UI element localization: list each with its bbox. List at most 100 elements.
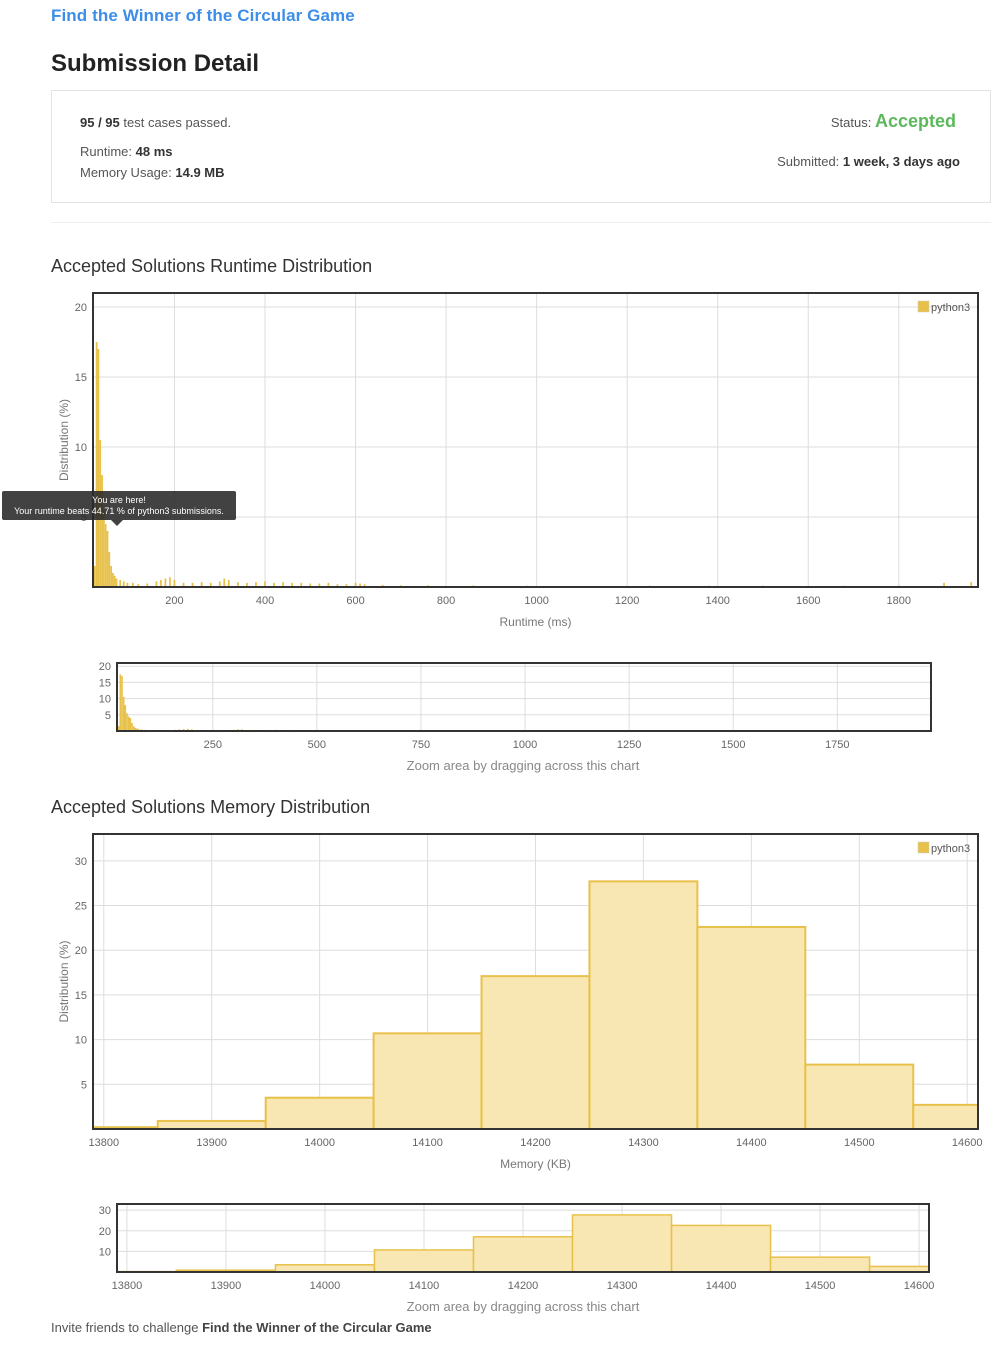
runtime-zoom-svg[interactable]: 250 500 750 1000 1250 1500 1750 5 10 15 20: [0, 655, 999, 755]
problem-title-link[interactable]: Find the Winner of the Circular Game: [51, 6, 355, 25]
runtime-bar: [115, 578, 118, 587]
runtime-bar: [117, 726, 120, 731]
histogram-bar: [373, 1249, 475, 1273]
runtime-zoom-note: Zoom area by dragging across this chart: [406, 758, 640, 773]
histogram-bar: [769, 1256, 871, 1273]
runtime-bar: [146, 583, 149, 587]
memory-zoom-chart[interactable]: 13800 13900 14000 14100 14200 14300 14400 14500…: [0, 1196, 999, 1296]
y-axis-label: Distribution (%): [57, 940, 71, 1022]
histogram-bar: [156, 1119, 267, 1131]
legend-swatch: [917, 300, 930, 313]
runtime-bar: [300, 582, 303, 587]
memory-zoom-note: Zoom area by dragging across this chart: [406, 1299, 640, 1314]
x-tick-label: 13900: [211, 1280, 242, 1292]
memory-label: Memory Usage:: [80, 165, 172, 180]
y-tick-label: 25: [75, 901, 87, 913]
x-tick-label: 13800: [88, 1137, 119, 1149]
runtime-bar: [160, 580, 162, 587]
histogram-bar: [372, 1032, 483, 1130]
runtime-chart-svg[interactable]: 200400600800100012001400160018005101520R…: [0, 280, 999, 635]
runtime-bar: [126, 582, 129, 587]
x-tick-label: 600: [346, 595, 364, 607]
runtime-bar: [264, 581, 266, 587]
submitted-value: 1 week, 3 days ago: [842, 154, 960, 169]
runtime-bar: [124, 705, 127, 731]
invite-prefix: Invite friends to challenge: [51, 1320, 199, 1335]
legend-label: python3: [931, 302, 970, 314]
section-divider: [51, 222, 991, 223]
memory-chart-svg[interactable]: 13800 13900 14000 14100 14200 14300 14400 14500…: [0, 822, 999, 1177]
runtime-value: 48 ms: [135, 144, 173, 159]
runtime-bar: [126, 713, 128, 731]
runtime-bar: [970, 582, 973, 587]
x-tick-label: 200: [165, 595, 183, 607]
runtime-bar: [137, 584, 140, 587]
x-tick-label: 14300: [607, 1280, 638, 1292]
invite-problem-name[interactable]: Find the Winner of the Circular Game: [202, 1320, 432, 1335]
x-tick-label: 1000: [524, 595, 548, 607]
runtime-bar: [381, 584, 384, 587]
submitted: Submitted: 1 week, 3 days ago: [777, 154, 960, 169]
test-cases-passed: 95 / 95 test cases passed.: [80, 115, 231, 130]
status-value: Accepted: [874, 111, 956, 131]
x-tick-label: 14600: [904, 1280, 935, 1292]
x-tick-label: 14000: [310, 1280, 341, 1292]
x-tick-label: 1600: [796, 595, 820, 607]
runtime-bar: [113, 575, 116, 587]
histogram-bar: [912, 1103, 979, 1131]
runtime-bar: [943, 582, 945, 587]
x-tick-label: 1250: [617, 739, 641, 751]
runtime-bar: [186, 728, 189, 731]
y-axis-label: Distribution (%): [57, 399, 71, 481]
runtime-bar: [131, 722, 133, 731]
runtime-bar: [255, 582, 257, 587]
page-title: Submission Detail: [51, 50, 260, 77]
y-tick-label: 30: [99, 1205, 111, 1217]
runtime-bar: [191, 582, 194, 587]
runtime-bar: [209, 582, 212, 587]
runtime-tooltip: You are here! Your runtime beats 44.71 %…: [2, 491, 236, 526]
plot-frame: [116, 1203, 930, 1273]
runtime-bar: [218, 581, 221, 587]
histogram-bar: [588, 880, 699, 1131]
y-tick-label: 20: [75, 945, 87, 957]
histogram-bar: [480, 975, 591, 1130]
runtime-bar: [122, 581, 125, 587]
runtime-bar: [102, 510, 105, 587]
runtime-bar: [354, 582, 357, 587]
y-tick-label: 5: [81, 1079, 87, 1091]
runtime-bar: [134, 727, 137, 731]
x-tick-label: 13900: [196, 1137, 227, 1149]
test-cases-suffix: test cases passed.: [123, 115, 232, 130]
status-label: Status:: [830, 115, 872, 130]
runtime-bar: [108, 552, 111, 587]
y-tick-label: 10: [75, 1035, 87, 1047]
histogram-bar: [264, 1096, 375, 1131]
runtime-bar: [169, 577, 171, 587]
runtime-bar: [93, 566, 96, 587]
y-tick-label: 5: [105, 710, 111, 722]
y-tick-label: 10: [75, 442, 87, 454]
x-tick-label: 1000: [513, 739, 537, 751]
x-tick-label: 14200: [520, 1137, 551, 1149]
memory-chart[interactable]: 13800 13900 14000 14100 14200 14300 14400 14500…: [0, 822, 999, 1177]
x-tick-label: 14100: [409, 1280, 440, 1292]
runtime-zoom-chart[interactable]: 250 500 750 1000 1250 1500 1750 5 10 15 20: [0, 655, 999, 755]
x-tick-label: 14200: [508, 1280, 539, 1292]
x-tick-label: 14600: [952, 1137, 983, 1149]
y-tick-label: 15: [75, 372, 87, 384]
memory-zoom-svg[interactable]: 13800 13900 14000 14100 14200 14300 14400 14500…: [0, 1196, 999, 1296]
runtime-bar: [155, 581, 158, 587]
tooltip-line-1: You are here!: [92, 495, 146, 505]
x-tick-label: 13800: [112, 1280, 143, 1292]
runtime-bar: [309, 583, 312, 587]
runtime-bar: [97, 349, 100, 587]
runtime-bar: [122, 697, 125, 731]
y-tick-label: 30: [75, 856, 87, 868]
runtime-bar: [104, 524, 107, 587]
memory-usage: Memory Usage: 14.9 MB: [80, 165, 225, 180]
submission-summary-card: 95 / 95 test cases passed. Status: Accep…: [51, 90, 991, 203]
y-tick-label: 20: [99, 661, 111, 673]
x-tick-label: 1800: [887, 595, 911, 607]
runtime-chart[interactable]: 200400600800100012001400160018005101520R…: [0, 280, 999, 635]
